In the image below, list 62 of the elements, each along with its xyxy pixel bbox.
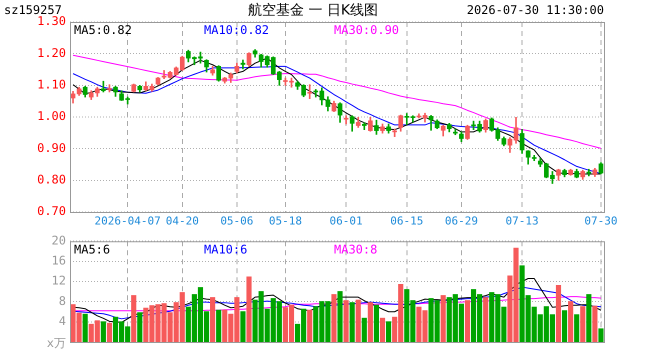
text: MA10:0.82 (204, 23, 270, 38)
y-tick-label: 4 (58, 314, 66, 328)
x-tick-label: 2026-04-07 (94, 214, 161, 228)
bar (356, 300, 361, 342)
bar (210, 297, 216, 342)
bar (440, 295, 446, 342)
y-tick-label: 0.90 (37, 140, 66, 155)
x-tick-label: 06-15 (390, 214, 424, 228)
text: MA5:0.82 (74, 23, 132, 38)
bar (380, 318, 386, 342)
y-tick-label: 16 (52, 253, 66, 268)
x-tick-label: 05-18 (268, 214, 302, 228)
x-tick-label: 06-01 (330, 214, 363, 228)
bar (574, 314, 580, 342)
bar (240, 311, 246, 342)
y-tick-label: 8 (58, 294, 66, 308)
bar (598, 328, 604, 342)
bar (137, 312, 142, 342)
bar (216, 310, 222, 342)
x-tick-label: 04-20 (166, 214, 199, 228)
y-tick-label: 1.10 (37, 77, 66, 92)
bar (580, 306, 586, 342)
x-tick-label: 06-29 (444, 214, 478, 228)
y-tick-label: 1.00 (37, 109, 66, 124)
bar (362, 318, 367, 342)
bar (592, 306, 598, 342)
bar (100, 321, 106, 342)
text: MA5:6 (74, 242, 110, 256)
bar (386, 321, 392, 342)
x-tick-label: 05-06 (220, 214, 254, 228)
y-tick-label: 0.70 (37, 204, 66, 218)
bar (246, 276, 252, 342)
x-tick-label: 07-30 (584, 214, 618, 228)
text: 2026-07-30 11:30:00 (466, 3, 604, 18)
bar (337, 291, 343, 342)
bar (562, 310, 568, 342)
bar (344, 300, 349, 342)
text: MA30:0.90 (334, 23, 400, 38)
bar (82, 314, 88, 342)
candlestick (240, 60, 246, 70)
bar (586, 294, 592, 342)
bar (131, 295, 136, 342)
bar (374, 304, 380, 342)
y-tick-label: 20 (52, 233, 66, 248)
y-axis-title: x万 (46, 336, 66, 350)
y-tick-label: 1.20 (37, 46, 66, 60)
bar (483, 297, 488, 342)
bar (556, 285, 562, 342)
candlestick (107, 84, 112, 92)
bar (350, 302, 355, 342)
y-tick-label: 0.80 (37, 172, 66, 186)
bar (307, 310, 312, 342)
bar (106, 322, 112, 342)
y-tick-label: 12 (52, 274, 66, 288)
bar (464, 300, 470, 342)
chart-title: 航空基金 一 日K线图 (248, 2, 378, 19)
text: MA30:8 (334, 242, 378, 256)
x-tick-label: 07-13 (506, 214, 539, 228)
bar (568, 301, 574, 342)
bar (368, 302, 373, 342)
bar (331, 294, 337, 342)
text: MA10:6 (204, 242, 248, 256)
